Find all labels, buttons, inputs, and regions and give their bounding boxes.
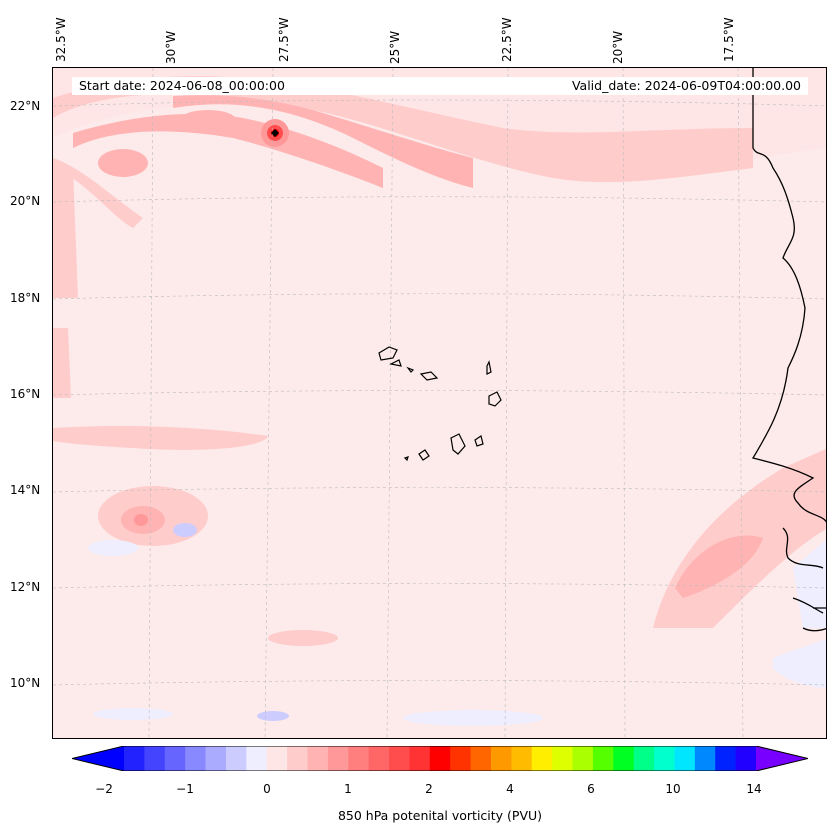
date-bar: Start date: 2024-06-08_00:00:00 Valid_da…	[72, 77, 808, 95]
colorbar-segment	[205, 746, 227, 771]
pv-band-north-inner	[73, 113, 383, 188]
pv-band-north-mid	[53, 76, 753, 183]
cb-tick-4: 4	[506, 782, 514, 796]
colorbar-segment	[552, 746, 574, 771]
colorbar-segment	[450, 746, 472, 771]
colorbar-segment	[164, 746, 186, 771]
pv-streak-left-edge	[53, 328, 71, 398]
pv-coastal-neg	[793, 539, 826, 628]
cb-tick-1: 1	[344, 782, 352, 796]
colorbar-segment	[368, 746, 390, 771]
colorbar-segment	[287, 746, 308, 771]
lat-label-22n: 22°N	[10, 99, 41, 113]
pv-blob-top-1	[180, 110, 236, 130]
colorbar-segment	[124, 746, 145, 771]
lat-label-16n: 16°N	[10, 387, 41, 401]
cb-tick-0: 0	[263, 782, 271, 796]
cb-tick-6: 6	[587, 782, 595, 796]
lat-label-10n: 10°N	[10, 676, 41, 690]
colorbar-segment	[511, 746, 533, 771]
pv-field-map	[53, 68, 826, 738]
cape-verde-islands	[378, 346, 502, 462]
lon-label-20w: 20°W	[611, 30, 625, 64]
colorbar-segment	[307, 746, 329, 771]
pv-south-neg-1	[257, 711, 289, 721]
lat-label-14n: 14°N	[10, 483, 41, 497]
colorbar	[72, 746, 808, 771]
cb-tick-10: 10	[665, 782, 681, 796]
pv-south-neg	[773, 638, 826, 688]
lon-label-32-5w: 32.5°W	[54, 17, 68, 62]
colorbar-segment	[633, 746, 655, 771]
cb-tick-2: 2	[425, 782, 433, 796]
colorbar-segment	[715, 746, 737, 771]
colorbar-segment	[613, 746, 635, 771]
colorbar-segment	[572, 746, 594, 771]
pv-band-15n	[53, 425, 268, 450]
start-date-label: Start date: 2024-06-08_00:00:00	[79, 78, 285, 93]
colorbar-segment	[225, 746, 247, 771]
pv-band-top	[173, 95, 473, 188]
africa-coastline	[751, 68, 826, 632]
pv-streak-west	[53, 158, 143, 228]
lon-label-30w: 30°W	[164, 30, 178, 64]
colorbar-extend-min	[72, 746, 124, 771]
valid-date-label: Valid_date: 2024-06-09T04:00:00.00	[571, 78, 801, 93]
lat-label-12n: 12°N	[10, 580, 41, 594]
gridlines	[53, 68, 826, 738]
colorbar-segment	[429, 746, 451, 771]
colorbar-segment	[674, 746, 696, 771]
colorbar-segment	[654, 746, 675, 771]
lon-label-17-5w: 17.5°W	[722, 17, 736, 62]
lat-label-20n: 20°N	[10, 194, 41, 208]
colorbar-segment	[327, 746, 349, 771]
pv-max-core	[271, 129, 279, 137]
colorbar-segment	[348, 746, 370, 771]
pv-south-pos-1	[268, 630, 338, 646]
map-panel[interactable]	[52, 67, 827, 739]
cb-tick-neg2: −2	[95, 782, 113, 796]
colorbar-segment	[490, 746, 512, 771]
colorbar-segment	[266, 746, 288, 771]
colorbar-segment	[592, 746, 614, 771]
pv-blob-top-2	[98, 149, 148, 177]
lon-label-27-5w: 27.5°W	[277, 17, 291, 62]
pv-negative-west-2	[88, 540, 138, 556]
cb-tick-neg1: −1	[176, 782, 194, 796]
colorbar-segment	[144, 746, 166, 771]
colorbar-segment	[246, 746, 268, 771]
colorbar-segment	[470, 746, 492, 771]
colorbar-segment	[694, 746, 716, 771]
pv-coastal-core	[675, 535, 763, 598]
lon-label-22-5w: 22.5°W	[500, 17, 514, 62]
pv-south-neg-3	[93, 708, 173, 720]
colorbar-segment	[185, 746, 207, 771]
colorbar-segment	[735, 746, 757, 771]
lat-label-18n: 18°N	[10, 291, 41, 305]
colorbar-extend-max	[756, 746, 808, 771]
pv-streak-left-edge-2	[53, 168, 78, 298]
pv-south-neg-2	[403, 710, 543, 726]
colorbar-segment	[409, 746, 431, 771]
colorbar-title: 850 hPa potenital vorticity (PVU)	[337, 808, 543, 823]
colorbar-segment	[531, 746, 553, 771]
cb-tick-14: 14	[746, 782, 762, 796]
lon-label-25w: 25°W	[388, 30, 402, 64]
pv-vortex-west-core	[134, 514, 148, 526]
pv-negative-west	[173, 523, 197, 537]
colorbar-segment	[389, 746, 410, 771]
